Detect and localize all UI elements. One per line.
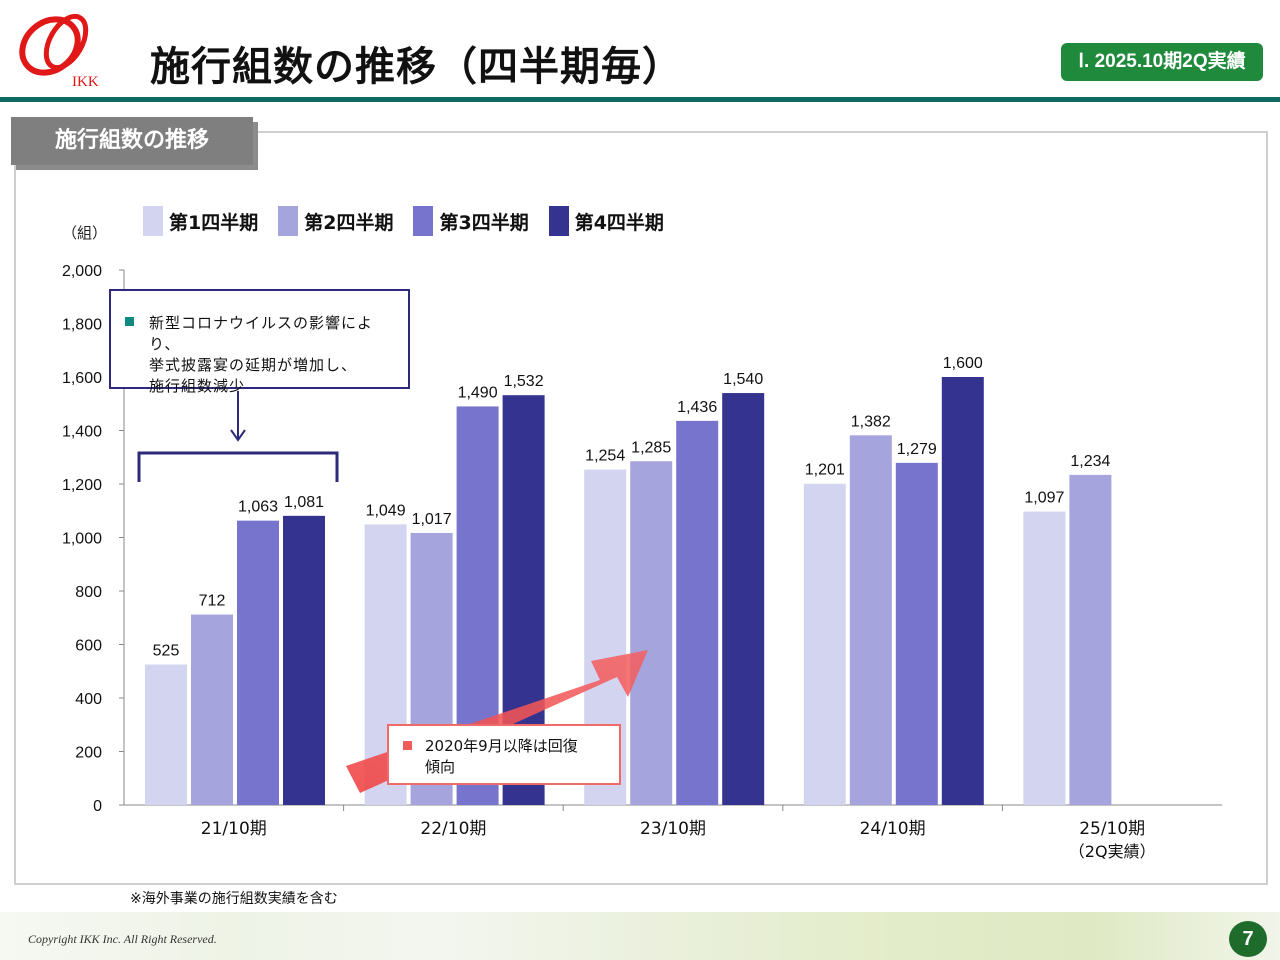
section-label: 施行組数の推移: [11, 117, 253, 165]
recovery-note-box: 2020年9月以降は回復 傾向: [387, 724, 621, 785]
bar-1q: [145, 664, 187, 805]
x-category-label: 23/10期: [640, 819, 706, 839]
bar-value-label: 1,382: [851, 413, 891, 430]
legend-label-q2: 第2四半期: [304, 211, 394, 234]
bar-value-label: 1,049: [366, 502, 406, 519]
footnote: ※海外事業の施行組数実績を含む: [130, 891, 338, 907]
covid-note-box: 新型コロナウイルスの影響により、 挙式披露宴の延期が増加し、 施行組数減少: [109, 289, 410, 395]
y-tick-label: 200: [75, 745, 102, 762]
y-tick-label: 1,800: [62, 317, 102, 334]
bar-value-label: 1,201: [805, 462, 845, 479]
bar-value-label: 1,540: [723, 371, 763, 388]
bar-value-label: 1,436: [677, 399, 717, 416]
bar-value-label: 1,285: [631, 439, 671, 456]
bar-4q: [722, 393, 765, 805]
bar-value-label: 1,600: [943, 355, 983, 372]
legend-item-q1: 第1四半期: [143, 205, 258, 237]
legend-swatch-q3: [413, 206, 434, 236]
y-tick-label: 600: [75, 638, 102, 655]
y-tick-label: 1,200: [62, 477, 102, 494]
recovery-note-line-2: 傾向: [425, 758, 456, 776]
bar-value-label: 1,490: [458, 384, 498, 401]
svg-text:IKK: IKK: [72, 74, 99, 90]
legend-item-q4: 第4四半期: [548, 205, 664, 237]
bar-2q: [849, 435, 892, 805]
bar-value-label: 1,063: [238, 499, 278, 516]
footer-band: [0, 912, 1280, 960]
bar-3q: [676, 420, 719, 805]
bar-3q: [895, 462, 938, 805]
y-tick-label: 1,400: [62, 424, 102, 441]
bar-value-label: 1,279: [897, 441, 937, 458]
bar-3q: [237, 520, 279, 805]
bar-value-label: 1,234: [1070, 453, 1110, 470]
bar-value-label: 1,081: [284, 494, 324, 511]
copyright: Copyright IKK Inc. All Right Reserved.: [28, 932, 217, 946]
x-category-label: 25/10期: [1079, 819, 1145, 839]
bar-value-label: 712: [199, 593, 226, 610]
covid-note-bullet: [125, 317, 134, 326]
legend-label-q1: 第1四半期: [169, 211, 259, 234]
bar-1q: [803, 483, 846, 805]
chart-legend: 第1四半期 第2四半期 第3四半期 第4四半期: [143, 205, 664, 237]
recovery-note-line-1: 2020年9月以降は回復: [425, 737, 578, 755]
y-axis-unit: （組）: [62, 224, 108, 242]
covid-note-line-3: 施行組数減少: [149, 377, 246, 395]
covid-note-line-1: 新型コロナウイルスの影響により、: [149, 314, 374, 353]
legend-swatch-q1: [143, 206, 163, 236]
bar-2q: [1069, 474, 1112, 805]
y-tick-label: 0: [93, 798, 102, 815]
bar-2q: [630, 461, 673, 805]
x-category-sublabel: （2Q実績）: [1069, 842, 1156, 861]
legend-item-q3: 第3四半期: [413, 205, 529, 237]
legend-swatch-q4: [548, 206, 569, 236]
bar-value-label: 1,017: [412, 511, 452, 528]
page-title: 施行組数の推移（四半期毎）: [150, 44, 683, 90]
bar-value-label: 1,254: [585, 448, 625, 465]
legend-item-q2: 第2四半期: [278, 205, 393, 237]
bar-2q: [191, 614, 233, 805]
legend-swatch-q2: [278, 206, 299, 236]
bar-4q: [283, 515, 325, 805]
header-divider: [0, 97, 1280, 102]
bar-4q: [941, 377, 984, 805]
page-number: 7: [1229, 921, 1267, 957]
covid-note-line-2: 挙式披露宴の延期が増加し、: [149, 356, 358, 374]
bar-value-label: 525: [153, 643, 180, 660]
x-category-label: 21/10期: [201, 819, 267, 839]
y-tick-label: 1,600: [62, 370, 102, 387]
legend-label-q3: 第3四半期: [439, 211, 529, 234]
y-tick-label: 400: [75, 691, 102, 708]
y-tick-label: 800: [75, 584, 102, 601]
y-tick-label: 2,000: [62, 263, 102, 280]
x-category-label: 24/10期: [860, 819, 926, 839]
bar-value-label: 1,532: [504, 373, 544, 390]
bar-value-label: 1,097: [1024, 490, 1064, 507]
period-badge: Ⅰ. 2025.10期2Q実績: [1061, 43, 1263, 81]
legend-label-q4: 第4四半期: [574, 211, 664, 234]
x-category-label: 22/10期: [420, 819, 486, 839]
ikk-logo: IKK: [19, 13, 99, 90]
y-tick-label: 1,000: [62, 531, 102, 548]
recovery-note-bullet: [403, 741, 412, 750]
bar-1q: [1023, 511, 1066, 805]
